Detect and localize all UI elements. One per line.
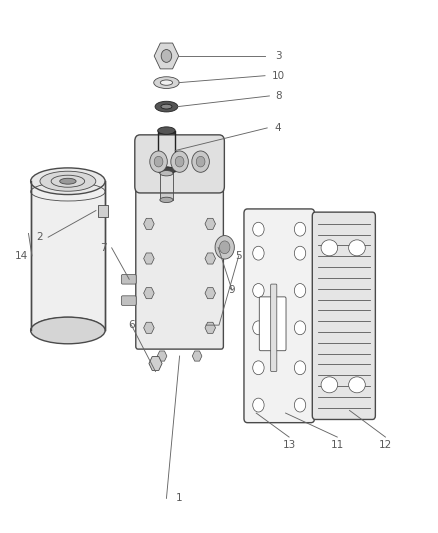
Text: 8: 8 (275, 91, 282, 101)
FancyBboxPatch shape (136, 184, 223, 349)
Ellipse shape (158, 127, 175, 134)
Polygon shape (31, 181, 105, 330)
Text: 10: 10 (272, 71, 285, 80)
Circle shape (253, 321, 264, 335)
Circle shape (175, 156, 184, 167)
Ellipse shape (349, 240, 365, 256)
FancyBboxPatch shape (121, 296, 136, 305)
Text: 7: 7 (99, 243, 106, 253)
Ellipse shape (158, 167, 175, 174)
Circle shape (294, 398, 306, 412)
Ellipse shape (160, 171, 173, 176)
Ellipse shape (160, 197, 173, 203)
Circle shape (294, 321, 306, 335)
Circle shape (294, 284, 306, 297)
Circle shape (253, 222, 264, 236)
Text: 6: 6 (128, 320, 135, 330)
Ellipse shape (160, 80, 173, 85)
Circle shape (154, 156, 163, 167)
Polygon shape (160, 173, 173, 200)
Text: 9: 9 (229, 286, 236, 295)
Polygon shape (158, 131, 175, 171)
Text: 3: 3 (275, 51, 282, 61)
Ellipse shape (60, 178, 76, 184)
FancyBboxPatch shape (259, 297, 286, 351)
Ellipse shape (51, 175, 85, 187)
Ellipse shape (161, 104, 172, 109)
FancyBboxPatch shape (135, 135, 224, 193)
Circle shape (215, 236, 234, 259)
Ellipse shape (154, 77, 179, 88)
Ellipse shape (155, 101, 178, 112)
Circle shape (253, 246, 264, 260)
Ellipse shape (321, 377, 338, 393)
Circle shape (192, 151, 209, 172)
Text: 14: 14 (14, 251, 28, 261)
Text: 5: 5 (235, 251, 242, 261)
Text: 4: 4 (275, 123, 282, 133)
Ellipse shape (349, 377, 365, 393)
Text: 2: 2 (36, 232, 43, 242)
FancyBboxPatch shape (271, 284, 277, 372)
Text: 13: 13 (283, 440, 296, 450)
Circle shape (294, 246, 306, 260)
Circle shape (196, 156, 205, 167)
Circle shape (171, 151, 188, 172)
Circle shape (294, 222, 306, 236)
Ellipse shape (31, 317, 105, 344)
FancyBboxPatch shape (244, 209, 314, 423)
Circle shape (161, 50, 172, 62)
Circle shape (253, 361, 264, 375)
Text: 11: 11 (331, 440, 344, 450)
FancyBboxPatch shape (121, 274, 136, 284)
Text: 12: 12 (379, 440, 392, 450)
Circle shape (219, 241, 230, 254)
Circle shape (150, 151, 167, 172)
FancyBboxPatch shape (312, 212, 375, 419)
Ellipse shape (321, 240, 338, 256)
Ellipse shape (40, 171, 96, 191)
Circle shape (253, 398, 264, 412)
Text: 1: 1 (176, 494, 183, 503)
Circle shape (253, 284, 264, 297)
Circle shape (294, 361, 306, 375)
Ellipse shape (31, 168, 105, 195)
